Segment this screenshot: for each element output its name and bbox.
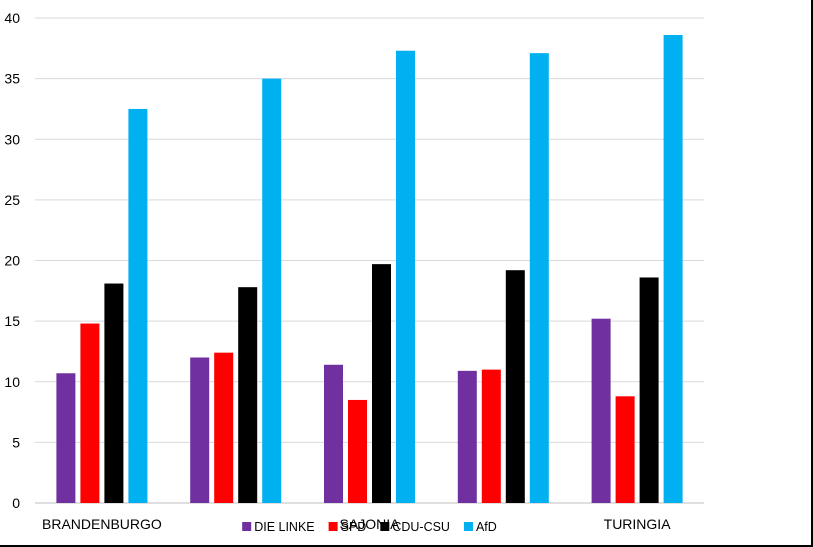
bars: [56, 34, 683, 504]
legend-item: CDU-CSU: [380, 520, 450, 534]
legend-item: SPD: [328, 520, 367, 534]
legend: DIE LINKE SPD CDU-CSU AfD: [242, 520, 497, 534]
legend-swatch: [328, 522, 338, 531]
y-tick-label: 5: [12, 434, 20, 450]
bar-afd-0: [128, 108, 148, 503]
bar-afd-2: [396, 50, 415, 504]
bar-cdu-csu-3: [505, 270, 525, 503]
bar-spd-1: [214, 352, 234, 503]
bar-spd-3: [481, 369, 501, 503]
bar-die-linke-3: [457, 370, 477, 503]
bar-die-linke-2: [324, 364, 343, 503]
bar-cdu-csu-1: [238, 287, 258, 503]
bar-die-linke-1: [190, 357, 210, 503]
y-tick-label: 15: [4, 313, 20, 329]
legend-swatch: [463, 522, 473, 531]
legend-swatch: [380, 522, 390, 531]
x-category-label: TURINGIA: [604, 516, 672, 532]
legend-swatch: [242, 522, 252, 531]
bar-spd-4: [615, 396, 635, 503]
bar-die-linke-4: [591, 318, 611, 503]
legend-label: SPD: [341, 520, 367, 534]
bar-cdu-csu-2: [372, 264, 391, 503]
y-tick-label: 10: [4, 374, 20, 390]
legend-label: AfD: [476, 520, 497, 534]
y-tick-label: 20: [4, 253, 20, 269]
bar-cdu-csu-0: [104, 283, 124, 503]
bar-spd-0: [80, 323, 100, 503]
x-category-label: BRANDENBURGO: [42, 516, 162, 532]
bar-afd-4: [663, 34, 683, 503]
y-tick-label: 25: [4, 192, 20, 208]
legend-item: DIE LINKE: [242, 520, 315, 534]
bar-afd-3: [529, 53, 549, 503]
bar-cdu-csu-4: [639, 277, 659, 503]
y-tick-label: 0: [12, 495, 20, 511]
y-tick-label: 40: [4, 10, 20, 26]
legend-item: AfD: [463, 520, 497, 534]
bar-die-linke-0: [56, 373, 76, 503]
bar-afd-1: [262, 78, 282, 503]
y-tick-label: 35: [4, 71, 20, 87]
y-tick-label: 30: [4, 131, 20, 147]
legend-label: CDU-CSU: [392, 520, 450, 534]
y-axis: 0 5 10 15 20 25 30 35 40: [4, 10, 20, 511]
legend-label: DIE LINKE: [254, 520, 314, 534]
bar-spd-2: [348, 399, 367, 503]
